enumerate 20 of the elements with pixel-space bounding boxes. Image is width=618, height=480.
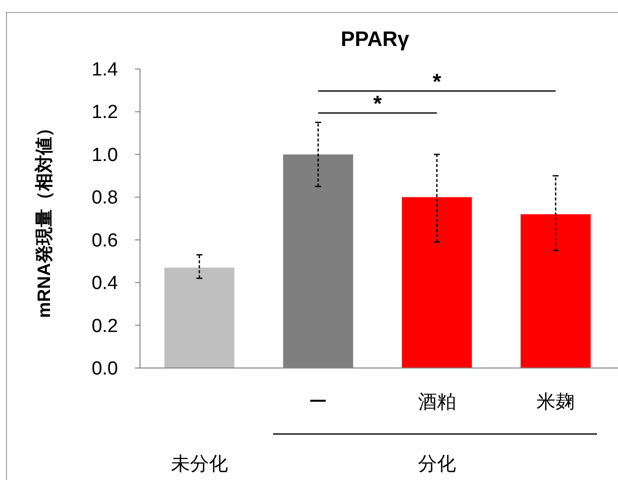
y-tick-label: 0.6 <box>92 230 118 252</box>
bar <box>402 197 472 368</box>
x-tick-label: ー <box>308 392 328 413</box>
annotation: * <box>373 91 382 116</box>
annotation: * <box>432 69 442 94</box>
y-tick-label: 1.2 <box>92 102 118 124</box>
y-tick-label: 1.4 <box>92 60 118 80</box>
text: 分化 <box>418 454 456 475</box>
bar <box>520 214 591 368</box>
y-tick-label: 1.0 <box>92 144 118 166</box>
x-tick-label: 米麹 <box>536 392 575 413</box>
y-tick-label: 0.0 <box>92 358 118 380</box>
y-axis-title: mRNA発現量（相対値） <box>34 118 54 318</box>
chart-title: PPARγ <box>340 28 410 51</box>
y-tick-label: 0.2 <box>92 316 118 337</box>
text: 未分化 <box>170 454 228 475</box>
y-tick-label: 0.8 <box>92 188 118 209</box>
bar <box>164 268 234 368</box>
y-tick-label: 0.4 <box>92 273 118 294</box>
x-tick-label: 酒粕 <box>418 392 456 413</box>
